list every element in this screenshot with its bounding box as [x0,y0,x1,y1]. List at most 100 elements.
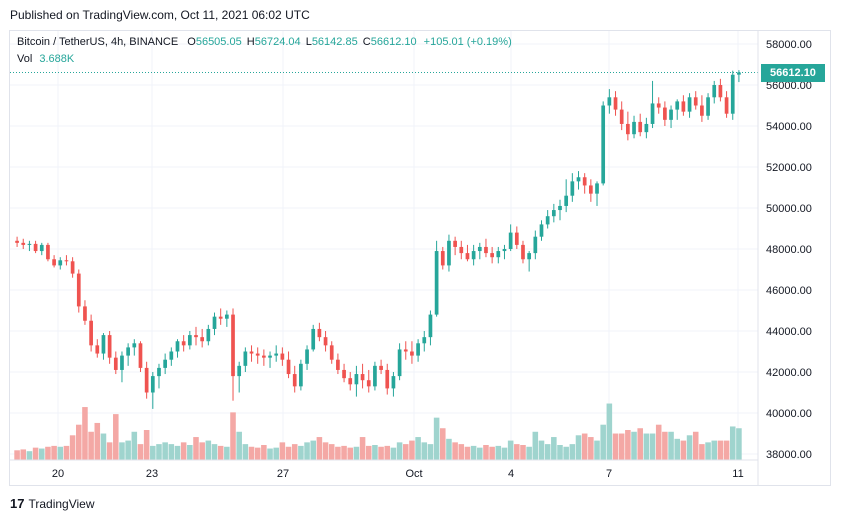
volume-bar [76,424,82,460]
volume-bar [390,447,397,460]
time-axis[interactable]: 20 23 27 Oct 4 7 11 [52,468,744,480]
candle-body [292,374,297,387]
symbol-name[interactable]: Bitcoin / TetherUS, 4h, BINANCE [17,36,179,48]
candle-body [730,74,735,114]
candle-body [163,359,168,368]
volume-bar [538,440,545,460]
candle-body [76,273,81,307]
volume-bar [637,428,643,460]
candle-body [224,314,229,319]
candle-body [545,216,550,225]
time-tick-label: 11 [732,468,743,480]
candle-body [262,355,266,358]
candle-body [218,316,223,319]
candle-body [447,240,451,266]
volume-bar [242,444,249,460]
volume-bar [88,431,94,460]
price-axis[interactable]: 58000.00 56000.00 54000.00 52000.00 50000.00… [766,39,812,461]
candle-body [700,105,704,116]
volume-bar [57,446,64,460]
volume-bar [452,442,458,460]
candle-body [336,359,340,370]
candle-body [576,177,581,182]
volume-bar [692,431,699,460]
volume-bar [106,442,113,460]
volume-bar [581,433,588,460]
candle-body [120,355,124,370]
volume-bar [717,440,724,460]
volume-bar [507,440,514,460]
candle-body [317,328,322,338]
candle-body [595,183,599,194]
volume-bar [254,447,261,460]
candle-body [366,380,371,387]
price-tick-label: 38000.00 [766,449,812,461]
candle-body [737,72,741,75]
high-label: H [246,36,255,48]
candlestick-chart[interactable]: 58000.00 56000.00 54000.00 52000.00 50000.00… [10,31,830,485]
volume-bar [489,446,495,460]
volume-bar [544,444,551,460]
volume-bar [378,446,384,460]
open-value: 56505.05 [195,36,242,48]
volume-bar [82,407,88,460]
volume-bar [409,440,415,460]
volume-bar [551,437,557,460]
time-tick-label: 20 [52,468,64,480]
volume-bar [495,445,502,460]
candle-body [379,365,383,370]
candle-body [403,349,408,352]
candle-body [619,109,624,124]
volume-label[interactable]: Vol [17,53,33,65]
close-label: C [362,36,371,48]
volume-bar [415,437,421,460]
candle-body [490,253,494,258]
candle-body [496,251,501,258]
candle-body [52,259,56,266]
footer-brand[interactable]: 17 TradingView [10,496,95,511]
price-tick-label: 44000.00 [766,326,812,338]
candle-body [391,376,396,389]
volume-bar [557,445,563,460]
volume-bar [470,445,477,460]
volume-bar [143,430,150,460]
candle-body [539,224,544,237]
candle-body [570,181,575,196]
volume-bar [353,446,360,460]
low-label: L [305,36,312,48]
volume-bar [520,445,526,460]
candle-body [484,246,488,254]
candle-body [434,251,439,315]
volume-bar [322,442,329,460]
candle-body [33,243,38,252]
candle-body [200,337,205,342]
volume-bar [668,431,674,460]
candles [15,70,741,409]
volume-bar [618,433,625,460]
volume-bar [532,431,539,460]
candle-body [89,320,93,346]
volume-bar [51,445,57,460]
volume-bar [736,428,742,460]
candle-body [718,85,723,98]
candle-body [113,357,118,370]
price-tick-label: 40000.00 [766,408,812,420]
candle-body [237,365,242,377]
candle-body [681,101,686,112]
close-value: 56612.10 [370,36,417,48]
candle-body [107,335,112,358]
volume-bar [649,433,656,460]
time-tick-label: Oct [405,468,422,480]
candle-body [527,253,532,260]
candle-body [305,349,309,364]
candle-body [428,314,433,338]
volume-bar [729,426,736,460]
candle-body [157,367,161,377]
volume-bar [662,431,668,460]
volume-bar [217,445,224,460]
candle-body [101,335,106,354]
candle-body [360,374,365,381]
volume-bar [396,442,403,460]
volume-bar [402,444,409,460]
volume-bar [699,444,705,460]
